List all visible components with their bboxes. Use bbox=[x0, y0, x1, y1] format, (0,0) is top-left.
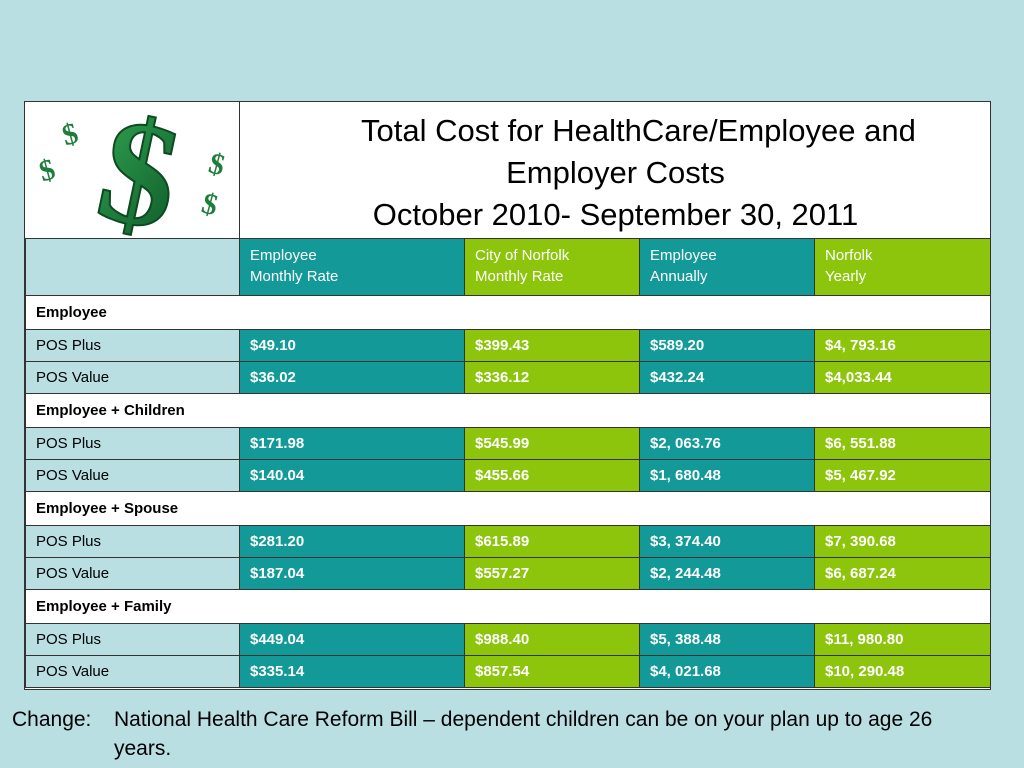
section-row: Employee + Children bbox=[25, 393, 991, 428]
header-empty-cell bbox=[25, 238, 240, 296]
section-title: Employee + Children bbox=[25, 393, 991, 428]
svg-text:$: $ bbox=[205, 147, 228, 183]
header-line: Monthly Rate bbox=[250, 268, 339, 285]
table-row: POS Plus $49.10 $399.43 $589.20 $4, 793.16 bbox=[25, 329, 991, 362]
plan-name: POS Value bbox=[25, 459, 240, 492]
footnote-text: National Health Care Reform Bill – depen… bbox=[114, 708, 933, 760]
cost-table: Employee Monthly Rate City of Norfolk Mo… bbox=[25, 238, 991, 688]
header-line: City of Norfolk bbox=[475, 247, 570, 264]
rate-cell: $545.99 bbox=[464, 427, 640, 460]
title-line-3: October 2010- September 30, 2011 bbox=[372, 197, 859, 232]
plan-name: POS Value bbox=[25, 361, 240, 394]
table-row: POS Value $335.14 $857.54 $4, 021.68 $10, 29… bbox=[25, 655, 991, 688]
column-header-row: Employee Monthly Rate City of Norfolk Mo… bbox=[25, 238, 991, 296]
rate-cell: $455.66 bbox=[464, 459, 640, 492]
title-line-1: Total Cost for HealthCare/Employee and bbox=[361, 113, 916, 148]
rate-cell: $6, 687.24 bbox=[814, 557, 991, 590]
rate-cell: $399.43 bbox=[464, 329, 640, 362]
rate-cell: $49.10 bbox=[239, 329, 465, 362]
rate-cell: $7, 390.68 bbox=[814, 525, 991, 558]
rate-cell: $281.20 bbox=[239, 525, 465, 558]
section-title: Employee + Spouse bbox=[25, 491, 991, 526]
footnote-label: Change: bbox=[12, 708, 92, 731]
rate-cell: $4,033.44 bbox=[814, 361, 991, 394]
svg-text:$: $ bbox=[198, 187, 221, 223]
title-line-2: Employer Costs bbox=[506, 155, 725, 190]
svg-text:$: $ bbox=[59, 117, 82, 153]
rate-cell: $5, 467.92 bbox=[814, 459, 991, 492]
rate-cell: $11, 980.80 bbox=[814, 623, 991, 656]
section-row: Employee + Spouse bbox=[25, 491, 991, 526]
header-line: Yearly bbox=[825, 268, 867, 285]
rate-cell: $336.12 bbox=[464, 361, 640, 394]
header-line: Employee bbox=[650, 247, 717, 264]
page-title: Total Cost for HealthCare/Employee and E… bbox=[241, 102, 990, 238]
rate-cell: $4, 793.16 bbox=[814, 329, 991, 362]
rate-cell: $5, 388.48 bbox=[639, 623, 815, 656]
section-row: Employee bbox=[25, 295, 991, 330]
table-row: POS Value $187.04 $557.27 $2, 244.48 $6, 687… bbox=[25, 557, 991, 590]
table-row: POS Value $140.04 $455.66 $1, 680.48 $5, 467… bbox=[25, 459, 991, 492]
column-header-city-monthly: City of Norfolk Monthly Rate bbox=[464, 238, 640, 296]
rate-cell: $4, 021.68 bbox=[639, 655, 815, 688]
plan-name: POS Value bbox=[25, 557, 240, 590]
rate-cell: $557.27 bbox=[464, 557, 640, 590]
rate-cell: $335.14 bbox=[239, 655, 465, 688]
plan-name: POS Value bbox=[25, 655, 240, 688]
rate-cell: $36.02 bbox=[239, 361, 465, 394]
rate-cell: $1, 680.48 bbox=[639, 459, 815, 492]
rate-cell: $988.40 bbox=[464, 623, 640, 656]
column-header-employee-annually: Employee Annually bbox=[639, 238, 815, 296]
table-header-area: $ $ $ $ $ Total Cost for HealthCare/Empl… bbox=[25, 84, 990, 264]
rate-cell: $187.04 bbox=[239, 557, 465, 590]
rate-cell: $589.20 bbox=[639, 329, 815, 362]
section-title: Employee bbox=[25, 295, 991, 330]
svg-text:$: $ bbox=[36, 153, 59, 189]
column-header-employee-monthly: Employee Monthly Rate bbox=[239, 238, 465, 296]
column-header-norfolk-yearly: Norfolk Yearly bbox=[814, 238, 991, 296]
rate-cell: $432.24 bbox=[639, 361, 815, 394]
table-row: POS Plus $171.98 $545.99 $2, 063.76 $6, 551.… bbox=[25, 427, 991, 460]
table-row: POS Plus $449.04 $988.40 $5, 388.48 $11, 980… bbox=[25, 623, 991, 656]
section-row: Employee + Family bbox=[25, 589, 991, 624]
header-line: Monthly Rate bbox=[475, 268, 564, 285]
rate-cell: $10, 290.48 bbox=[814, 655, 991, 688]
header-line: Norfolk bbox=[825, 247, 873, 264]
svg-text:$: $ bbox=[86, 102, 194, 238]
rate-cell: $449.04 bbox=[239, 623, 465, 656]
rate-cell: $857.54 bbox=[464, 655, 640, 688]
cost-table-frame: $ $ $ $ $ Total Cost for HealthCare/Empl… bbox=[24, 84, 991, 690]
plan-name: POS Plus bbox=[25, 329, 240, 362]
dollar-logo: $ $ $ $ $ bbox=[25, 84, 240, 264]
section-title: Employee + Family bbox=[25, 589, 991, 624]
rate-cell: $6, 551.88 bbox=[814, 427, 991, 460]
plan-name: POS Plus bbox=[25, 623, 240, 656]
header-line: Employee bbox=[250, 247, 317, 264]
header-line: Annually bbox=[650, 268, 708, 285]
rate-cell: $615.89 bbox=[464, 525, 640, 558]
plan-name: POS Plus bbox=[25, 427, 240, 460]
rate-cell: $2, 063.76 bbox=[639, 427, 815, 460]
plan-name: POS Plus bbox=[25, 525, 240, 558]
rate-cell: $171.98 bbox=[239, 427, 465, 460]
rate-cell: $140.04 bbox=[239, 459, 465, 492]
dollar-sign-icon: $ $ $ $ $ bbox=[36, 84, 229, 264]
table-row: POS Plus $281.20 $615.89 $3, 374.40 $7, 390.… bbox=[25, 525, 991, 558]
table-row: POS Value $36.02 $336.12 $432.24 $4,033.44 bbox=[25, 361, 991, 394]
rate-cell: $2, 244.48 bbox=[639, 557, 815, 590]
rate-cell: $3, 374.40 bbox=[639, 525, 815, 558]
